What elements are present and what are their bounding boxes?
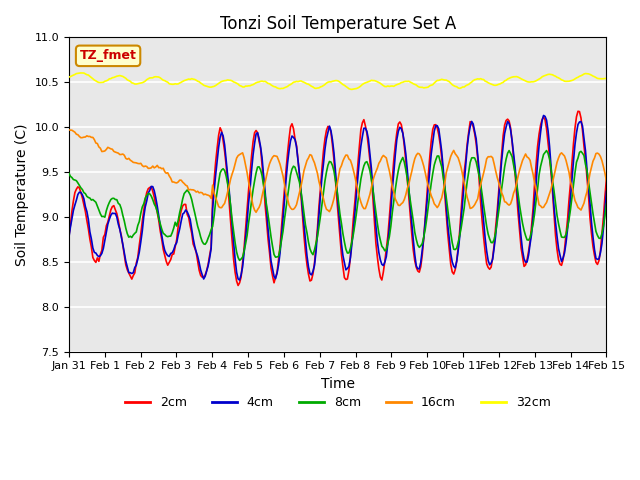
X-axis label: Time: Time (321, 377, 355, 391)
Text: TZ_fmet: TZ_fmet (79, 49, 136, 62)
Y-axis label: Soil Temperature (C): Soil Temperature (C) (15, 123, 29, 266)
Title: Tonzi Soil Temperature Set A: Tonzi Soil Temperature Set A (220, 15, 456, 33)
Legend: 2cm, 4cm, 8cm, 16cm, 32cm: 2cm, 4cm, 8cm, 16cm, 32cm (120, 391, 556, 414)
